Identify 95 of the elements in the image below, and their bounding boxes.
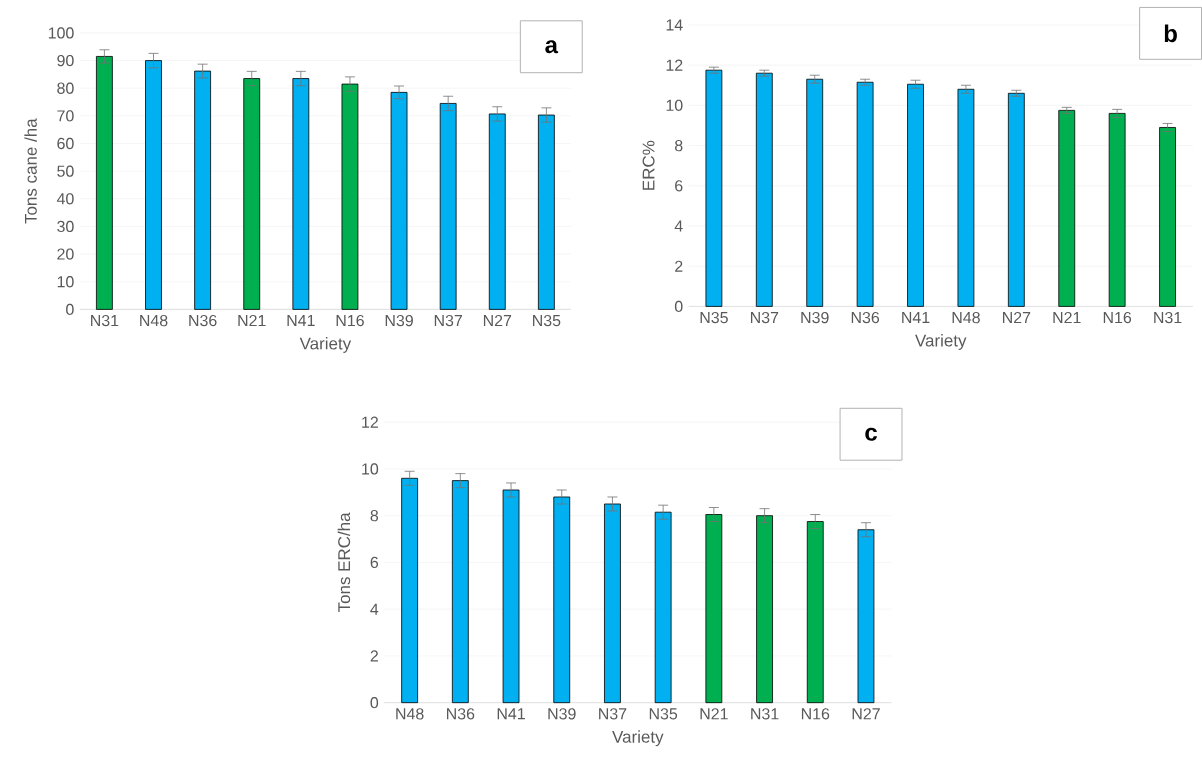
x-tick-label: N48 — [952, 312, 980, 324]
y-tick-label: 10 — [666, 99, 683, 112]
x-tick-label: N36 — [851, 312, 880, 324]
y-tick-label: 4 — [370, 603, 379, 615]
x-tick-label: N16 — [801, 708, 830, 720]
y-tick-label: 6 — [370, 557, 379, 569]
x-tick-label: N39 — [801, 312, 829, 324]
bar — [806, 79, 824, 308]
bar — [537, 114, 555, 311]
x-tick-label: N48 — [140, 315, 168, 327]
bar — [451, 480, 469, 704]
bar — [755, 73, 773, 308]
bar — [1108, 113, 1126, 308]
y-tick-label: 50 — [57, 165, 74, 178]
bar — [604, 503, 621, 704]
bar — [654, 512, 672, 704]
x-tick-label: N35 — [700, 312, 728, 324]
x-tick-label: N36 — [447, 708, 475, 720]
bar — [857, 529, 875, 704]
bar — [1007, 93, 1025, 308]
x-axis-title: Variety — [299, 337, 352, 354]
x-tick-label: N35 — [533, 315, 561, 327]
x-tick-label: N37 — [599, 708, 627, 720]
bar — [756, 515, 773, 704]
x-tick-label: N27 — [483, 315, 512, 327]
y-tick-label: 10 — [362, 463, 379, 475]
x-tick-label: N21 — [238, 315, 266, 327]
y-tick-label: 40 — [56, 193, 74, 205]
x-tick-label: N27 — [852, 708, 880, 720]
y-axis-title: Tons cane /ha — [24, 118, 37, 224]
x-tick-label: N16 — [1103, 312, 1132, 324]
y-tick-label: 100 — [48, 27, 74, 39]
bar — [390, 92, 408, 311]
y-axis-title: Tons ERC/ha — [337, 512, 351, 613]
y-tick-label: 20 — [57, 248, 74, 260]
y-tick-label: 10 — [57, 276, 74, 288]
y-tick-label: 90 — [57, 55, 74, 67]
x-tick-label: N31 — [91, 315, 119, 327]
x-tick-label: N39 — [548, 708, 576, 720]
bar — [292, 78, 310, 311]
x-tick-label: N36 — [189, 315, 217, 327]
x-tick-label: N21 — [1053, 312, 1081, 324]
y-tick-label: 2 — [370, 650, 378, 662]
bar — [1159, 127, 1176, 308]
bar — [705, 70, 723, 308]
bar — [957, 89, 975, 308]
bar — [401, 478, 419, 704]
bar — [439, 103, 457, 311]
x-tick-label: N41 — [902, 312, 930, 324]
bar — [856, 82, 874, 308]
annotation: b — [1164, 24, 1177, 43]
y-tick-label: 70 — [57, 110, 74, 122]
x-tick-label: N31 — [1154, 312, 1182, 324]
bar — [194, 70, 212, 311]
bar — [341, 83, 359, 311]
bar — [907, 84, 924, 308]
y-tick-label: 2 — [675, 260, 683, 273]
y-tick-label: 60 — [57, 138, 74, 150]
y-tick-label: 0 — [674, 301, 683, 313]
x-axis-title: Variety — [612, 730, 664, 747]
x-tick-label: N16 — [336, 315, 364, 327]
x-tick-label: N27 — [1003, 312, 1031, 324]
y-tick-label: 4 — [674, 220, 683, 232]
y-tick-label: 12 — [666, 59, 683, 71]
bar — [96, 56, 113, 311]
y-axis-title: ERC% — [642, 141, 655, 190]
x-tick-label: N35 — [649, 708, 678, 720]
y-tick-label: 0 — [66, 303, 74, 316]
x-axis-title: Variety — [915, 334, 967, 351]
bar — [488, 113, 506, 311]
y-tick-label: 0 — [370, 697, 379, 709]
x-tick-label: N39 — [385, 315, 413, 327]
bar — [806, 521, 824, 704]
annotation: a — [545, 40, 559, 54]
x-tick-label: N37 — [750, 312, 779, 324]
bar — [502, 489, 520, 704]
bar — [145, 60, 162, 311]
x-tick-label: N31 — [751, 708, 779, 720]
y-tick-label: 14 — [666, 19, 683, 31]
bar — [553, 496, 571, 704]
y-tick-label: 8 — [674, 140, 683, 152]
x-tick-label: N41 — [497, 708, 525, 720]
bar — [705, 514, 723, 704]
bar — [243, 78, 261, 311]
y-tick-label: 80 — [57, 82, 74, 95]
x-tick-label: N48 — [396, 708, 424, 720]
x-tick-label: N41 — [287, 315, 315, 327]
x-tick-label: N21 — [700, 708, 728, 720]
bar — [1058, 110, 1076, 308]
y-tick-label: 6 — [675, 180, 683, 192]
y-tick-label: 30 — [57, 221, 74, 233]
y-tick-label: 8 — [370, 510, 379, 522]
annotation: c — [865, 427, 877, 442]
x-tick-label: N37 — [434, 315, 462, 327]
y-tick-label: 12 — [362, 416, 378, 428]
